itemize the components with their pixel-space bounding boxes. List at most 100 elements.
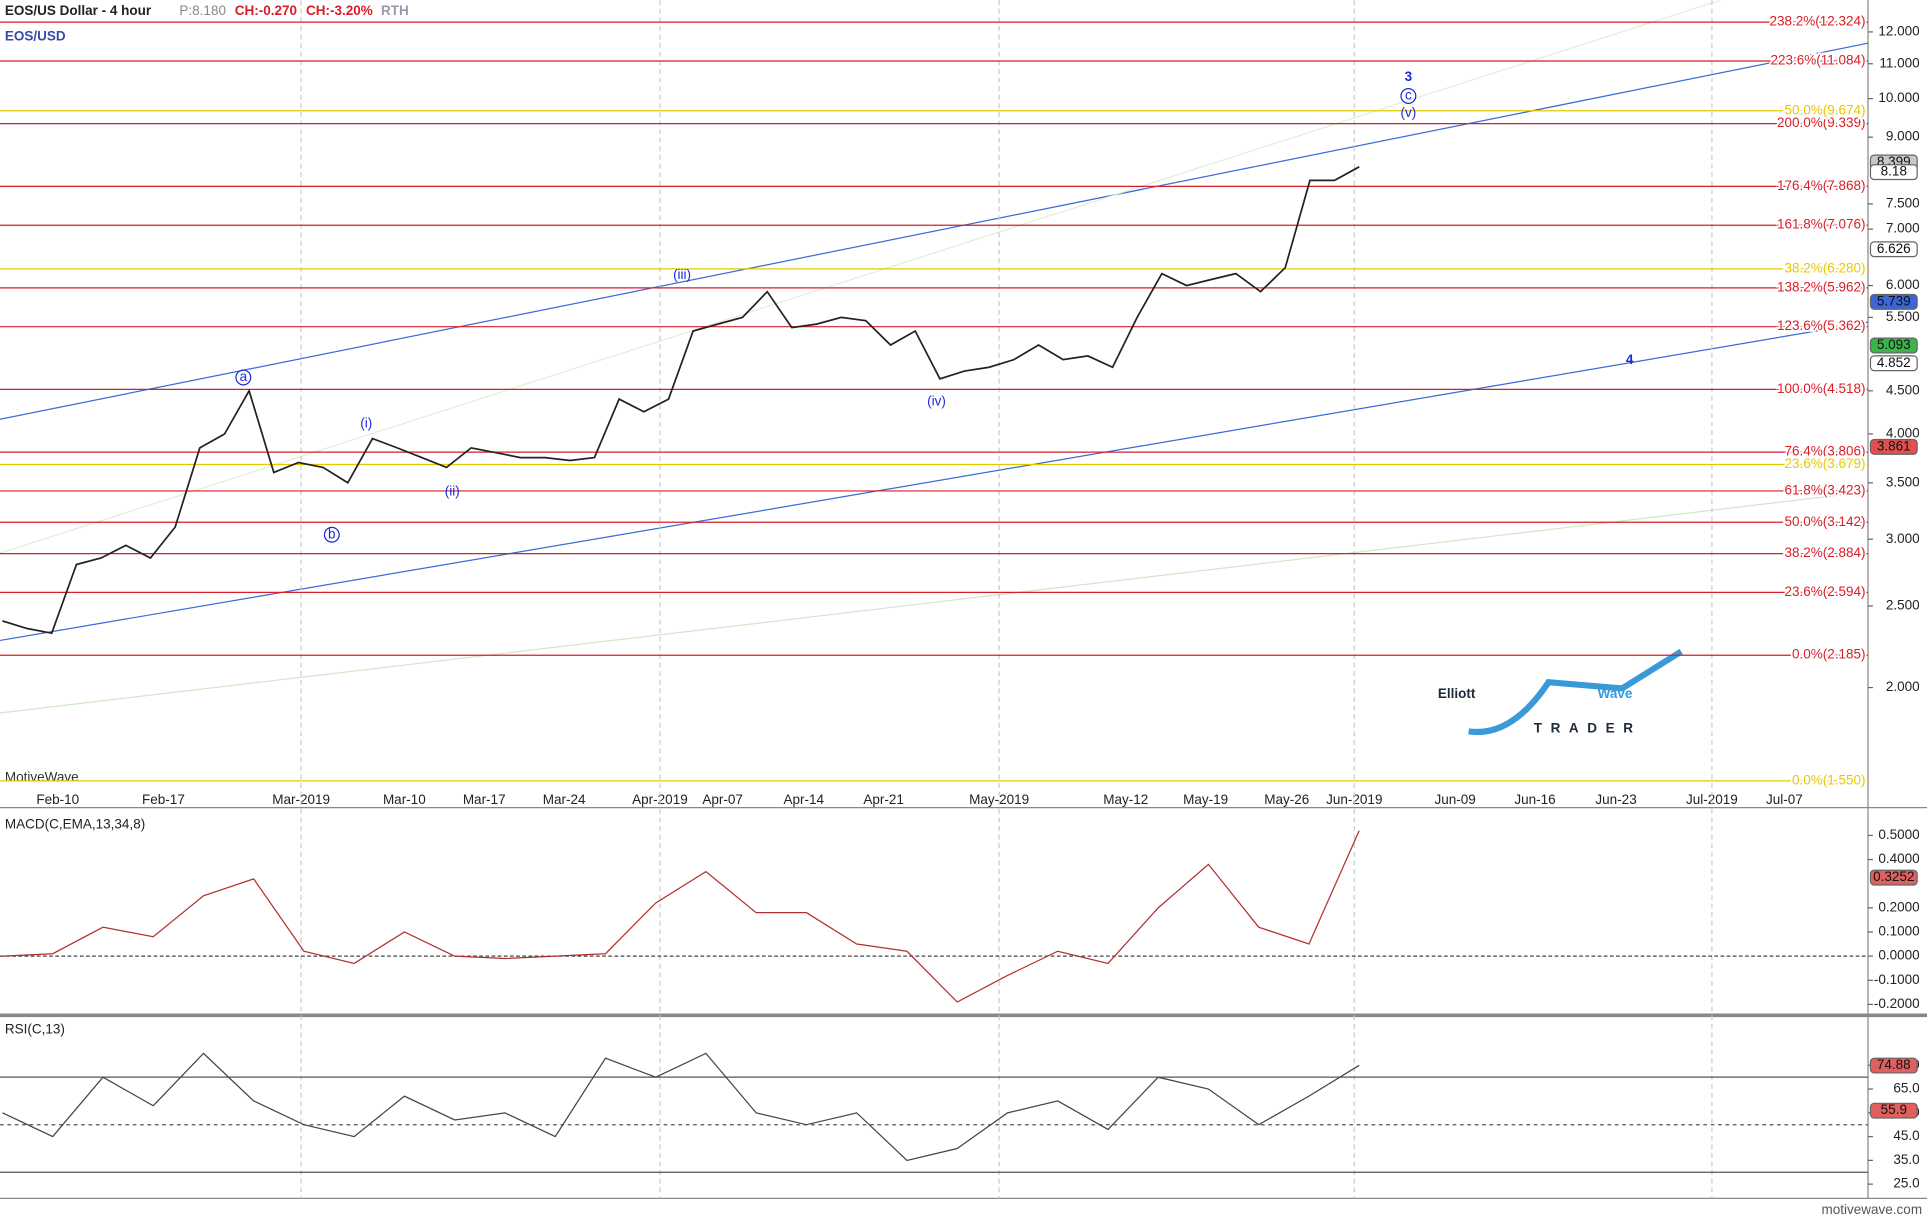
wave-label: (iv) xyxy=(927,394,946,409)
value-tag-label: 74.88 xyxy=(1877,1057,1911,1072)
logo-swoosh xyxy=(1468,648,1683,736)
x-tick-label: May-12 xyxy=(1103,792,1148,807)
y-tick-label: 35.0 xyxy=(1893,1152,1919,1167)
channel-line xyxy=(0,0,1721,554)
wave-circle xyxy=(1400,88,1417,105)
y-tick-label: 0.1000 xyxy=(1878,924,1919,939)
y-tick-label: 2.500 xyxy=(1886,597,1920,612)
value-tag-label: 5.739 xyxy=(1877,293,1911,308)
fib-label: 23.6%(2.594) xyxy=(1784,584,1865,599)
value-tag xyxy=(1869,1102,1918,1119)
wave-label: (ii) xyxy=(445,483,460,498)
value-tag-label: 6.626 xyxy=(1877,241,1911,256)
fib-label: 100.0%(4.518) xyxy=(1777,381,1866,396)
x-tick-label: Feb-10 xyxy=(36,792,79,807)
fib-label: 76.4%(3.806) xyxy=(1784,444,1865,459)
x-tick-label: May-26 xyxy=(1264,792,1309,807)
fib-label: 50.0%(3.142) xyxy=(1784,514,1865,529)
fib-label: 61.8%(3.423) xyxy=(1784,482,1865,497)
wave-circle xyxy=(235,369,252,386)
value-tag xyxy=(1869,337,1918,354)
fib-label: 23.6%(3.679) xyxy=(1784,456,1865,471)
fib-label: 50.0%(9.674) xyxy=(1784,102,1865,117)
value-tag-label: 0.3252 xyxy=(1873,869,1914,884)
wave-label: (v) xyxy=(1401,105,1417,120)
x-tick-label: Apr-21 xyxy=(863,792,904,807)
value-tag-label: 3.861 xyxy=(1877,438,1911,453)
x-tick-label: Jul-07 xyxy=(1766,792,1803,807)
y-tick-label: 6.000 xyxy=(1886,277,1920,292)
y-tick-label: 0.4000 xyxy=(1878,851,1919,866)
chart-title: EOS/USD xyxy=(5,29,66,44)
x-tick-label: Jun-2019 xyxy=(1326,792,1382,807)
fib-label: 238.2%(12.324) xyxy=(1769,14,1865,29)
y-tick-label: -0.2000 xyxy=(1874,996,1920,1011)
x-tick-label: Feb-17 xyxy=(142,792,185,807)
y-tick-label: 7.500 xyxy=(1886,195,1920,210)
y-tick-label: 10.000 xyxy=(1878,90,1919,105)
fib-label: 223.6%(11.084) xyxy=(1770,53,1865,68)
wave-label: (i) xyxy=(360,416,372,431)
stat: RTH xyxy=(381,3,409,18)
x-tick-label: Apr-2019 xyxy=(632,792,688,807)
y-tick-label: 4.000 xyxy=(1886,425,1920,440)
fib-label: 123.6%(5.362) xyxy=(1777,318,1866,333)
value-tag xyxy=(1869,1057,1918,1074)
price-line xyxy=(2,1052,1360,1162)
fib-label: 138.2%(5.962) xyxy=(1777,279,1866,294)
y-tick-label: 2.000 xyxy=(1886,679,1920,694)
wave-label: a xyxy=(240,369,248,384)
fib-label: 176.4%(7.868) xyxy=(1777,178,1866,193)
y-tick-label: 9.000 xyxy=(1886,129,1920,144)
value-tag xyxy=(1869,241,1918,258)
wave-label: (iii) xyxy=(673,267,691,282)
y-tick-label: 4.500 xyxy=(1886,382,1920,397)
price-line xyxy=(2,830,1360,1003)
x-tick-label: May-19 xyxy=(1183,792,1228,807)
watermark: MotiveWave xyxy=(5,770,79,785)
x-tick-label: May-2019 xyxy=(969,792,1029,807)
y-tick-label: 3.500 xyxy=(1886,474,1920,489)
y-tick-label: 7.000 xyxy=(1886,221,1920,236)
panel-title: RSI(C,13) xyxy=(5,1022,65,1037)
wave-circle xyxy=(323,526,340,543)
x-tick-label: Mar-2019 xyxy=(272,792,330,807)
x-tick-label: Apr-14 xyxy=(783,792,824,807)
y-tick-label: 45.0 xyxy=(1893,1128,1919,1143)
wave-label: 4 xyxy=(1626,352,1634,367)
y-tick-label: 25.0 xyxy=(1893,1176,1919,1191)
y-tick-label: -0.1000 xyxy=(1874,972,1920,987)
stat: P:8.180 xyxy=(179,3,226,18)
y-tick-label: 65.0 xyxy=(1893,1081,1919,1096)
value-tag-label: 55.9 xyxy=(1881,1102,1907,1117)
logo: Elliott Wave TRADER xyxy=(1438,648,1683,736)
fib-label: 38.2%(2.884) xyxy=(1784,545,1865,560)
x-tick-label: Jun-23 xyxy=(1595,792,1636,807)
logo-text: Elliott xyxy=(1438,686,1476,701)
stat: CH:-0.270 xyxy=(235,3,297,18)
panel-title: MACD(C,EMA,13,34,8) xyxy=(5,816,145,831)
fib-label: 0.0%(1.550) xyxy=(1792,772,1866,787)
value-tag-label: 8.18 xyxy=(1881,164,1907,179)
y-tick-label: 0.5000 xyxy=(1878,827,1919,842)
credit: motivewave.com xyxy=(1822,1202,1923,1217)
wave-label: 3 xyxy=(1405,69,1413,84)
y-tick-label: 0.2000 xyxy=(1878,899,1919,914)
fib-label: 200.0%(9.339) xyxy=(1777,115,1866,130)
fib-label: 38.2%(6.280) xyxy=(1784,260,1865,275)
value-tag-label: 5.093 xyxy=(1877,337,1911,352)
x-tick-label: Mar-10 xyxy=(383,792,426,807)
y-tick-label: 5.500 xyxy=(1886,309,1920,324)
value-tag xyxy=(1869,293,1918,310)
y-tick-label: 3.000 xyxy=(1886,531,1920,546)
fib-label: 0.0%(2.185) xyxy=(1792,647,1866,662)
value-tag xyxy=(1869,164,1918,181)
x-tick-label: Jul-2019 xyxy=(1686,792,1738,807)
x-tick-label: Jun-16 xyxy=(1514,792,1555,807)
value-tag-label: 4.852 xyxy=(1877,355,1911,370)
y-tick-label: 11.000 xyxy=(1879,55,1919,70)
channel-line xyxy=(0,491,1869,714)
x-tick-label: Mar-17 xyxy=(463,792,506,807)
